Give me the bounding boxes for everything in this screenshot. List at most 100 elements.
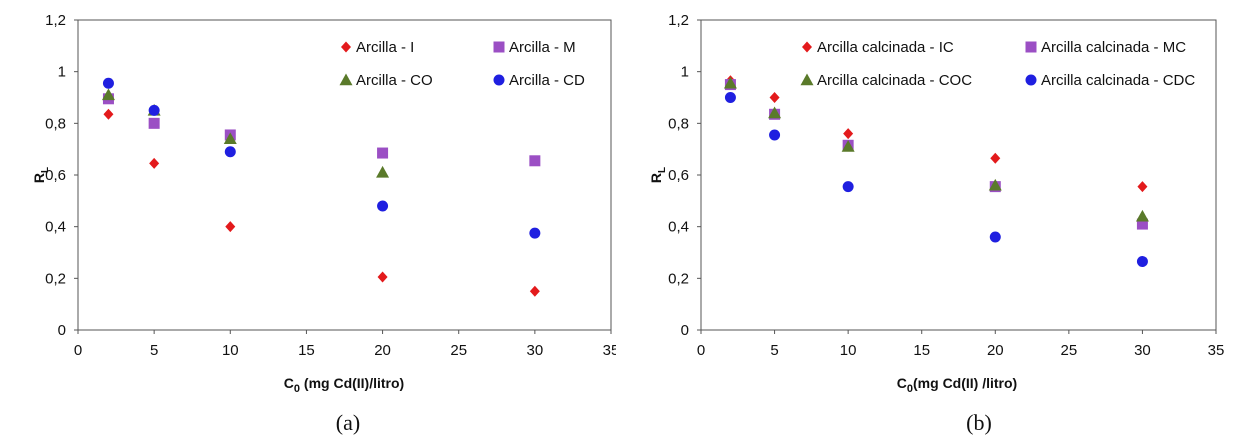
data-point <box>843 128 854 140</box>
data-point <box>529 227 541 239</box>
data-point <box>101 88 115 101</box>
x-axis-title: C0 (mg Cd(II)/litro) <box>284 375 404 395</box>
legend-label: Arcilla calcinada - COC <box>817 72 972 89</box>
chart-panel-b: 0 0,2 0,4 0,6 0,8 1 1,2 0 5 10 15 20 25 30 35 C0(mg Cd(… <box>617 0 1233 442</box>
legend-label: Arcilla calcinada - CDC <box>1041 72 1195 89</box>
plot-area-border <box>700 19 1217 331</box>
y-axis-title-main: R <box>31 173 47 183</box>
data-point <box>1136 218 1148 230</box>
x-axis-title: C0(mg Cd(II) /litro) <box>897 375 1017 395</box>
y-tick-label: 0,8 <box>668 115 689 132</box>
x-axis-title-subscript: 0 <box>907 383 913 395</box>
data-point <box>149 157 160 169</box>
y-tick-label: 0,2 <box>668 270 689 287</box>
legend-marker <box>493 74 505 86</box>
series-4 <box>724 92 1148 268</box>
data-point <box>225 221 236 233</box>
series-2 <box>724 79 1148 230</box>
figure-caption: (a) <box>336 410 360 435</box>
data-point <box>723 76 737 89</box>
x-axis-title-subscript: 0 <box>294 383 300 395</box>
data-point <box>377 147 389 159</box>
data-point <box>102 77 114 89</box>
x-axis-title-main: C <box>284 375 294 391</box>
x-tick-label: 10 <box>840 342 857 359</box>
data-point <box>377 200 389 212</box>
x-tick-label: 0 <box>74 342 82 359</box>
series-1 <box>103 108 540 297</box>
data-point <box>224 146 236 158</box>
y-tick-label: 1 <box>58 64 66 81</box>
x-tick-label: 5 <box>770 342 778 359</box>
x-tick-label: 35 <box>603 342 616 359</box>
series-3 <box>723 76 1149 222</box>
x-tick-label: 30 <box>527 342 544 359</box>
y-axis-title: RL <box>31 167 51 183</box>
data-point <box>724 92 736 103</box>
y-axis-title-main: R <box>648 173 664 183</box>
y-tick-label: 0,4 <box>45 219 66 236</box>
x-axis-title-rest: (mg Cd(II)/litro) <box>300 375 404 391</box>
y-tick-label: 1,2 <box>45 12 66 29</box>
data-point <box>1136 256 1148 268</box>
legend-marker <box>800 73 814 86</box>
data-point <box>769 92 780 103</box>
data-point <box>1137 181 1148 193</box>
data-point <box>223 132 237 145</box>
y-tick-label: 1,2 <box>668 12 689 29</box>
series-4 <box>102 77 541 239</box>
data-point <box>103 108 114 120</box>
legend-label: Arcilla - M <box>509 39 576 56</box>
legend-label: Arcilla - CO <box>356 72 433 89</box>
y-axis-title-subscript: L <box>657 167 668 173</box>
data-point <box>841 140 855 152</box>
legend-marker <box>1025 41 1037 53</box>
x-axis-title-main: C <box>897 375 907 391</box>
data-point <box>768 106 782 119</box>
legend-marker <box>1025 74 1037 86</box>
data-point <box>376 165 390 178</box>
legend-marker <box>339 73 353 86</box>
x-tick-label: 5 <box>150 342 158 359</box>
data-point <box>529 285 540 297</box>
legend: Arcilla - I Arcilla - M Arcilla - CO Arcill… <box>339 39 585 89</box>
data-point <box>529 155 541 167</box>
x-tick-label: 25 <box>1061 342 1078 359</box>
data-point <box>988 178 1002 191</box>
y-tick-label: 0 <box>58 322 66 339</box>
legend-marker <box>341 41 351 53</box>
y-tick-label: 0,4 <box>668 219 689 236</box>
data-point <box>989 231 1001 243</box>
legend: Arcilla calcinada - IC Arcilla calcinada … <box>800 39 1195 89</box>
data-point <box>148 104 160 116</box>
x-tick-label: 10 <box>222 342 239 359</box>
series-3 <box>101 88 390 178</box>
x-tick-label: 20 <box>987 342 1004 359</box>
y-tick-label: 0,8 <box>45 115 66 132</box>
y-tick-label: 0,6 <box>45 167 66 184</box>
data-point <box>990 152 1001 164</box>
data-point <box>1135 209 1149 222</box>
x-axis-title-rest: (mg Cd(II) /litro) <box>913 375 1017 391</box>
plot-area-border <box>77 19 612 331</box>
x-tick-label: 0 <box>697 342 705 359</box>
y-tick-label: 1 <box>681 64 689 81</box>
y-tick-label: 0 <box>681 322 689 339</box>
legend-label: Arcilla calcinada - IC <box>817 39 954 56</box>
legend-label: Arcilla calcinada - MC <box>1041 39 1186 56</box>
data-point <box>769 129 781 141</box>
legend-label: Arcilla - CD <box>509 72 585 89</box>
data-point <box>148 117 160 129</box>
x-tick-label: 20 <box>374 342 391 359</box>
x-tick-label: 35 <box>1208 342 1225 359</box>
x-tick-label: 15 <box>298 342 315 359</box>
legend-marker <box>802 41 812 53</box>
x-tick-label: 30 <box>1134 342 1151 359</box>
y-axis-title-subscript: L <box>40 167 51 173</box>
series-1 <box>725 75 1148 193</box>
y-tick-label: 0,6 <box>668 167 689 184</box>
legend-marker <box>493 41 505 53</box>
figure-caption: (b) <box>966 410 992 435</box>
